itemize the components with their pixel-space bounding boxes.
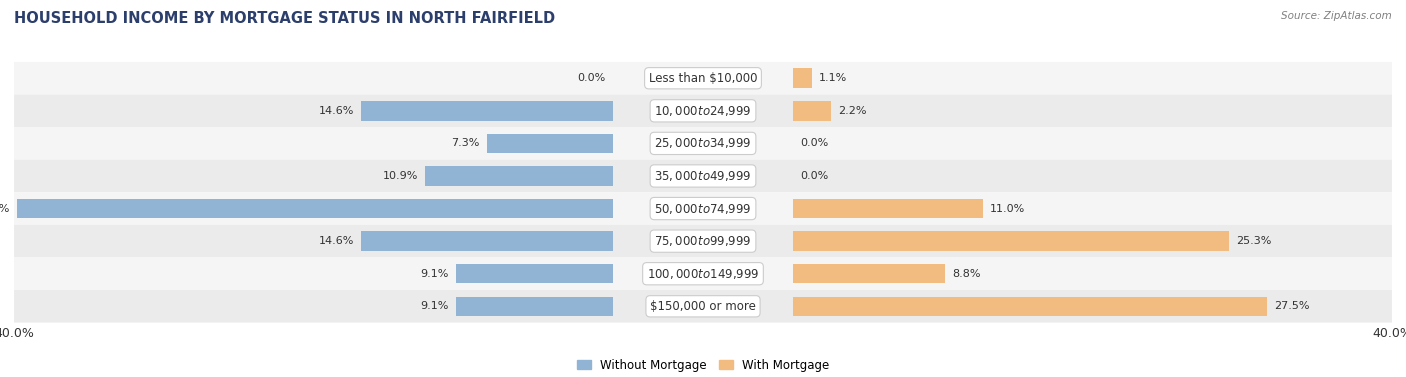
Text: 9.1%: 9.1% <box>420 269 449 279</box>
Bar <box>17 199 613 218</box>
Text: 0.0%: 0.0% <box>800 138 828 149</box>
Text: 25.3%: 25.3% <box>1236 236 1271 246</box>
Text: 7.3%: 7.3% <box>451 138 479 149</box>
Text: 0.0%: 0.0% <box>800 171 828 181</box>
Text: 34.6%: 34.6% <box>0 204 10 213</box>
Text: 2.2%: 2.2% <box>838 106 866 116</box>
FancyBboxPatch shape <box>14 192 1392 225</box>
FancyBboxPatch shape <box>14 160 1392 192</box>
Text: 14.6%: 14.6% <box>319 236 354 246</box>
Bar <box>793 101 831 121</box>
Text: HOUSEHOLD INCOME BY MORTGAGE STATUS IN NORTH FAIRFIELD: HOUSEHOLD INCOME BY MORTGAGE STATUS IN N… <box>14 11 555 26</box>
Text: 10.9%: 10.9% <box>382 171 418 181</box>
FancyBboxPatch shape <box>14 62 1392 95</box>
Text: $75,000 to $99,999: $75,000 to $99,999 <box>654 234 752 248</box>
Bar <box>425 166 613 186</box>
Text: 0.0%: 0.0% <box>578 73 606 83</box>
Text: $35,000 to $49,999: $35,000 to $49,999 <box>654 169 752 183</box>
FancyBboxPatch shape <box>14 95 1392 127</box>
Text: 11.0%: 11.0% <box>990 204 1025 213</box>
Text: 27.5%: 27.5% <box>1274 301 1309 311</box>
FancyBboxPatch shape <box>14 290 1392 323</box>
Bar <box>793 199 983 218</box>
Bar <box>361 101 613 121</box>
Text: $25,000 to $34,999: $25,000 to $34,999 <box>654 136 752 150</box>
Text: 14.6%: 14.6% <box>319 106 354 116</box>
Text: Less than $10,000: Less than $10,000 <box>648 72 758 85</box>
Text: $50,000 to $74,999: $50,000 to $74,999 <box>654 202 752 216</box>
Bar <box>793 264 945 284</box>
Text: $10,000 to $24,999: $10,000 to $24,999 <box>654 104 752 118</box>
Text: 1.1%: 1.1% <box>820 73 848 83</box>
Text: $150,000 or more: $150,000 or more <box>650 300 756 313</box>
Text: 9.1%: 9.1% <box>420 301 449 311</box>
Legend: Without Mortgage, With Mortgage: Without Mortgage, With Mortgage <box>572 354 834 376</box>
Bar <box>793 69 813 88</box>
Bar <box>361 231 613 251</box>
Bar <box>456 297 613 316</box>
Bar <box>456 264 613 284</box>
Text: Source: ZipAtlas.com: Source: ZipAtlas.com <box>1281 11 1392 21</box>
Text: 8.8%: 8.8% <box>952 269 980 279</box>
FancyBboxPatch shape <box>14 225 1392 257</box>
Bar <box>793 231 1229 251</box>
FancyBboxPatch shape <box>14 127 1392 160</box>
Bar <box>793 297 1267 316</box>
FancyBboxPatch shape <box>14 257 1392 290</box>
Text: $100,000 to $149,999: $100,000 to $149,999 <box>647 267 759 281</box>
Bar <box>486 133 613 153</box>
